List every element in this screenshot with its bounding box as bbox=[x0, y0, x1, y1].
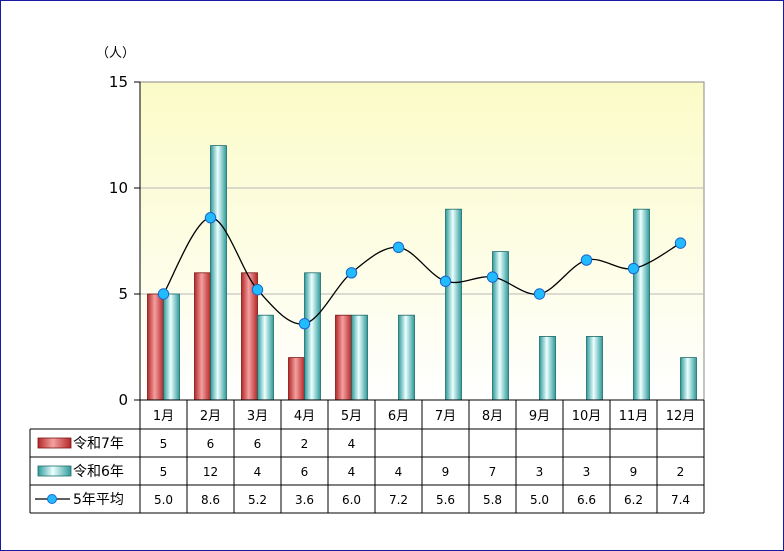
bar-0-3 bbox=[288, 357, 305, 401]
data-label-2-5: 7.2 bbox=[389, 493, 408, 507]
x-tick-label: 2月 bbox=[200, 409, 221, 424]
point-2-2 bbox=[251, 284, 264, 296]
y-tick-label: 10 bbox=[109, 179, 128, 197]
data-label-1-0: 5 bbox=[160, 465, 168, 479]
data-label-1-7: 7 bbox=[489, 465, 497, 479]
x-tick-label: 3月 bbox=[247, 409, 268, 424]
bar-1-1 bbox=[210, 145, 227, 401]
point-2-4 bbox=[345, 267, 358, 279]
point-2-8 bbox=[533, 288, 546, 300]
data-label-2-6: 5.6 bbox=[436, 493, 455, 507]
point-2-0 bbox=[157, 288, 170, 300]
bar-1-5 bbox=[398, 314, 415, 401]
data-label-0-3: 2 bbox=[301, 437, 309, 451]
bar-1-0 bbox=[163, 293, 180, 401]
x-tick-label: 9月 bbox=[529, 409, 550, 424]
data-label-1-11: 2 bbox=[677, 465, 685, 479]
data-label-2-10: 6.2 bbox=[624, 493, 643, 507]
legend-swatch-0 bbox=[37, 437, 72, 449]
legend-marker-2 bbox=[47, 494, 57, 504]
data-label-2-1: 8.6 bbox=[201, 493, 220, 507]
bar-0-4 bbox=[335, 314, 352, 401]
legend-label-1: 令和6年 bbox=[73, 464, 124, 480]
bar-0-0 bbox=[147, 293, 164, 401]
point-2-10 bbox=[627, 262, 640, 275]
legend-swatch-1 bbox=[37, 465, 72, 477]
legend-label-2: 5年平均 bbox=[73, 492, 124, 508]
data-label-0-0: 5 bbox=[160, 437, 168, 451]
x-tick-label: 8月 bbox=[482, 409, 503, 424]
bar-1-10 bbox=[633, 208, 650, 401]
data-label-2-0: 5.0 bbox=[154, 493, 173, 507]
data-label-1-5: 4 bbox=[395, 465, 403, 479]
data-label-1-1: 12 bbox=[203, 465, 218, 479]
point-2-11 bbox=[674, 237, 687, 249]
data-label-2-4: 6.0 bbox=[342, 493, 361, 507]
bar-1-9 bbox=[586, 335, 603, 401]
data-label-2-7: 5.8 bbox=[483, 493, 502, 507]
data-label-1-6: 9 bbox=[442, 465, 450, 479]
x-tick-label: 11月 bbox=[619, 409, 649, 424]
data-label-1-8: 3 bbox=[536, 465, 544, 479]
bar-1-3 bbox=[304, 272, 321, 401]
x-tick-label: 5月 bbox=[341, 409, 362, 424]
point-2-5 bbox=[392, 241, 405, 254]
point-2-3 bbox=[298, 317, 311, 330]
point-2-1 bbox=[204, 211, 217, 224]
y-tick-label: 15 bbox=[109, 73, 128, 91]
point-2-9 bbox=[580, 254, 593, 266]
data-label-2-8: 5.0 bbox=[530, 493, 549, 507]
x-tick-label: 4月 bbox=[294, 409, 315, 424]
point-2-7 bbox=[486, 271, 499, 283]
x-tick-label: 7月 bbox=[435, 409, 456, 424]
x-tick-label: 1月 bbox=[153, 409, 174, 424]
data-label-2-2: 5.2 bbox=[248, 493, 267, 507]
data-label-0-1: 6 bbox=[207, 437, 215, 451]
data-label-2-3: 3.6 bbox=[295, 493, 314, 507]
data-label-1-2: 4 bbox=[254, 465, 262, 479]
bar-1-8 bbox=[539, 335, 556, 401]
bar-1-2 bbox=[257, 314, 274, 401]
data-label-1-4: 4 bbox=[348, 465, 356, 479]
bar-1-4 bbox=[351, 314, 368, 401]
data-label-2-9: 6.6 bbox=[577, 493, 596, 507]
data-label-1-10: 9 bbox=[630, 465, 638, 479]
plot-area bbox=[139, 81, 705, 401]
x-tick-label: 10月 bbox=[572, 409, 602, 424]
x-tick-label: 6月 bbox=[388, 409, 409, 424]
y-tick-label: 5 bbox=[118, 285, 128, 303]
data-label-1-3: 6 bbox=[301, 465, 309, 479]
y-unit-label: （人） bbox=[96, 46, 135, 61]
data-table-bg bbox=[30, 429, 704, 513]
data-label-2-11: 7.4 bbox=[671, 493, 690, 507]
data-label-0-2: 6 bbox=[254, 437, 262, 451]
point-2-6 bbox=[439, 275, 452, 287]
legend-label-0: 令和7年 bbox=[73, 436, 124, 452]
data-label-1-9: 3 bbox=[583, 465, 591, 479]
bar-1-11 bbox=[680, 357, 697, 401]
y-tick-label: 0 bbox=[118, 391, 128, 409]
bar-1-6 bbox=[445, 208, 462, 401]
data-label-0-4: 4 bbox=[348, 437, 356, 451]
bar-0-1 bbox=[194, 272, 211, 401]
x-tick-label: 12月 bbox=[666, 409, 696, 424]
